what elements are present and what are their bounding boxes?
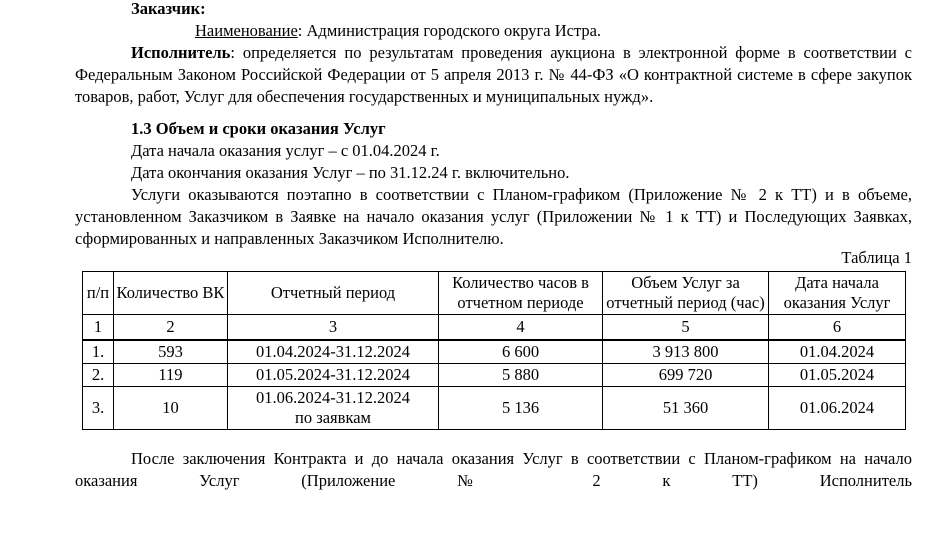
start-date-line: Дата начала оказания услуг – с 01.04.202… xyxy=(131,141,440,160)
column-number-cell: 6 xyxy=(768,314,906,341)
cell-volume: 51 360 xyxy=(602,386,769,430)
header-cell-report-period: Отчетный период xyxy=(227,271,439,315)
cell-hours: 5 880 xyxy=(438,363,603,387)
cell-volume: 3 913 800 xyxy=(602,339,769,364)
column-number-cell: 4 xyxy=(438,314,603,341)
executor-paragraph: Исполнитель: определяется по результатам… xyxy=(75,42,912,108)
stages-paragraph: Услуги оказываются поэтапно в соответств… xyxy=(75,185,912,248)
services-volume-table: п/п Количество ВК Отчетный период Количе… xyxy=(82,271,906,430)
cell-vk-count: 10 xyxy=(113,386,228,430)
naming-label: Наименование xyxy=(195,21,298,40)
cell-report-period: 01.06.2024-31.12.2024 по заявкам xyxy=(227,386,439,430)
table-row: 2. 119 01.05.2024-31.12.2024 5 880 699 7… xyxy=(82,363,906,387)
cell-start-date: 01.05.2024 xyxy=(768,363,906,387)
column-number-cell: 5 xyxy=(602,314,769,341)
section-heading: 1.3 Объем и сроки оказания Услуг xyxy=(131,119,386,138)
cell-row-number: 2. xyxy=(82,363,114,387)
column-number-cell: 3 xyxy=(227,314,439,341)
table-row: 1. 593 01.04.2024-31.12.2024 6 600 3 913… xyxy=(82,339,906,364)
table-column-number-row: 1 2 3 4 5 6 xyxy=(82,314,906,341)
customer-name-line: Наименование: Администрация городского о… xyxy=(75,20,912,42)
table-row: 3. 10 01.06.2024-31.12.2024 по заявкам 5… xyxy=(82,386,906,430)
executor-label: Исполнитель xyxy=(131,43,231,62)
document-content: Заказчик: Наименование: Администрация го… xyxy=(75,0,912,490)
cell-vk-count: 119 xyxy=(113,363,228,387)
cell-vk-count: 593 xyxy=(113,339,228,364)
customer-label: Заказчик: xyxy=(131,0,206,18)
header-cell-vk-count: Количество ВК xyxy=(113,271,228,315)
end-date-line: Дата окончания оказания Услуг – по 31.12… xyxy=(131,163,570,182)
cell-volume: 699 720 xyxy=(602,363,769,387)
cell-hours: 5 136 xyxy=(438,386,603,430)
header-cell-hours: Количество часов в отчетном периоде xyxy=(438,271,603,315)
cell-row-number: 1. xyxy=(82,339,114,364)
cell-row-number: 3. xyxy=(82,386,114,430)
table-header-row: п/п Количество ВК Отчетный период Количе… xyxy=(82,271,906,315)
header-cell-start-date: Дата начала оказания Услуг xyxy=(768,271,906,315)
naming-value: : Администрация городского округа Истра. xyxy=(297,21,602,40)
header-cell-pp: п/п xyxy=(82,271,114,315)
header-cell-volume: Объем Услуг за отчетный период (час) xyxy=(602,271,769,315)
cell-start-date: 01.06.2024 xyxy=(768,386,906,430)
closing-paragraph: После заключения Контракта и до начала о… xyxy=(75,449,912,490)
table-caption: Таблица 1 xyxy=(841,248,912,267)
column-number-cell: 2 xyxy=(113,314,228,341)
cell-hours: 6 600 xyxy=(438,339,603,364)
cell-report-period: 01.05.2024-31.12.2024 xyxy=(227,363,439,387)
cell-start-date: 01.04.2024 xyxy=(768,339,906,364)
cell-report-period: 01.04.2024-31.12.2024 xyxy=(227,339,439,364)
executor-text: : определяется по результатам проведения… xyxy=(75,43,912,106)
column-number-cell: 1 xyxy=(82,314,114,341)
customer-label-line: Заказчик: xyxy=(75,0,912,20)
